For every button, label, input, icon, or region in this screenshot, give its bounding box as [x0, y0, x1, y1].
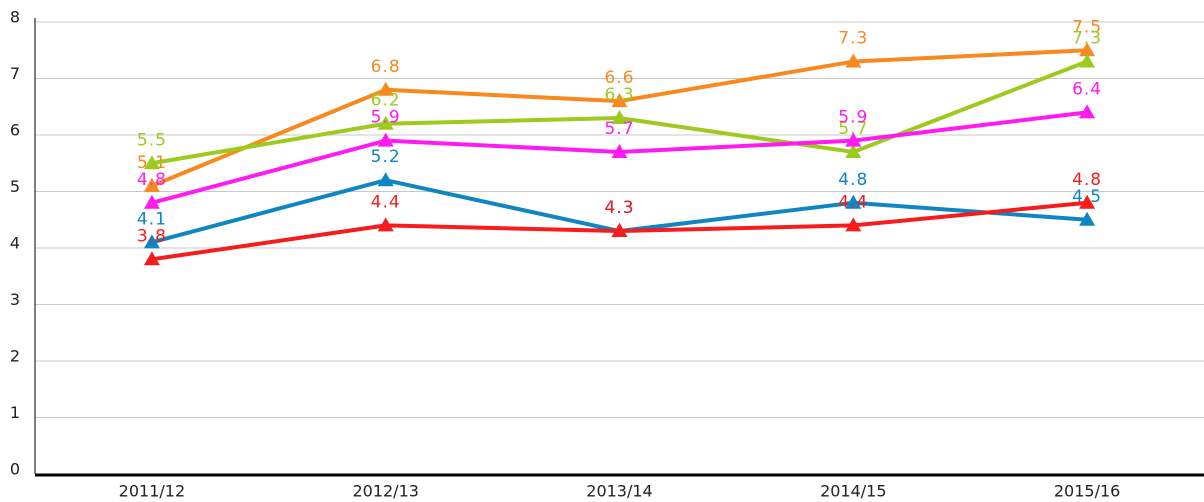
marker — [611, 223, 628, 238]
marker — [611, 143, 628, 158]
marker — [377, 217, 394, 232]
marker — [1079, 211, 1096, 226]
data-label: 6.6 — [604, 68, 634, 88]
data-label: 3.8 — [137, 226, 167, 246]
y-tick-label: 8 — [10, 8, 20, 27]
marker — [845, 132, 862, 147]
data-label: 7.3 — [838, 29, 868, 49]
marker — [1079, 104, 1096, 119]
y-tick-label: 7 — [10, 64, 20, 83]
marker — [845, 194, 862, 209]
marker — [143, 234, 160, 249]
data-label: 5.5 — [137, 130, 167, 150]
marker — [1079, 194, 1096, 209]
marker — [845, 53, 862, 68]
y-tick-label: 3 — [10, 290, 20, 309]
y-tick-label: 0 — [10, 460, 20, 479]
data-label: 7.5 — [1072, 17, 1102, 37]
y-tick-label: 5 — [10, 177, 20, 196]
marker — [845, 143, 862, 158]
data-label: 6.4 — [1072, 79, 1102, 99]
x-tick-label: 2015/16 — [1054, 482, 1120, 501]
x-tick-label: 2014/15 — [820, 482, 886, 501]
data-label: 6.8 — [371, 57, 401, 77]
series: 5.5 6.2 6.3 5.7 7.3 — [137, 29, 1102, 170]
y-tick-label: 1 — [10, 403, 20, 422]
series: 5.16.86.67.37.5 — [137, 17, 1102, 192]
series: 3.84.4 4.3 4.44.8 — [137, 170, 1102, 266]
data-label: 5.7 — [604, 119, 634, 139]
y-tick-label: 6 — [10, 121, 20, 140]
data-label: 4.3 — [604, 198, 634, 218]
marker — [611, 110, 628, 125]
data-label: 7.3 — [1072, 29, 1102, 49]
data-label: 6.3 — [604, 85, 634, 105]
marker — [377, 172, 394, 187]
data-label: 4.8 — [137, 170, 167, 190]
marker — [143, 251, 160, 266]
marker — [143, 177, 160, 192]
marker — [377, 115, 394, 130]
data-label: 6.2 — [371, 91, 401, 111]
data-label: 4.1 — [137, 209, 167, 229]
y-tick-label: 4 — [10, 234, 20, 253]
data-label: 5.7 — [838, 119, 868, 139]
x-tick-label: 2013/14 — [586, 482, 652, 501]
y-tick-label: 2 — [10, 347, 20, 366]
marker — [1079, 53, 1096, 68]
marker — [377, 81, 394, 96]
data-label: 5.2 — [371, 147, 401, 167]
series: 4.85.95.75.96.4 — [137, 79, 1102, 209]
marker — [143, 194, 160, 209]
marker — [143, 155, 160, 170]
x-tick-label: 2012/13 — [352, 482, 418, 501]
data-label: 4.3 — [604, 198, 634, 218]
x-tick-label: 2011/12 — [119, 482, 185, 501]
marker — [1079, 42, 1096, 57]
data-label: 4.8 — [838, 170, 868, 190]
data-label: 5.9 — [371, 108, 401, 128]
data-label: 4.4 — [371, 192, 401, 212]
marker — [611, 93, 628, 108]
data-label: 5.9 — [838, 108, 868, 128]
data-label: 4.8 — [1072, 170, 1102, 190]
marker — [377, 132, 394, 147]
marker — [845, 217, 862, 232]
data-label: 4.4 — [838, 192, 868, 212]
